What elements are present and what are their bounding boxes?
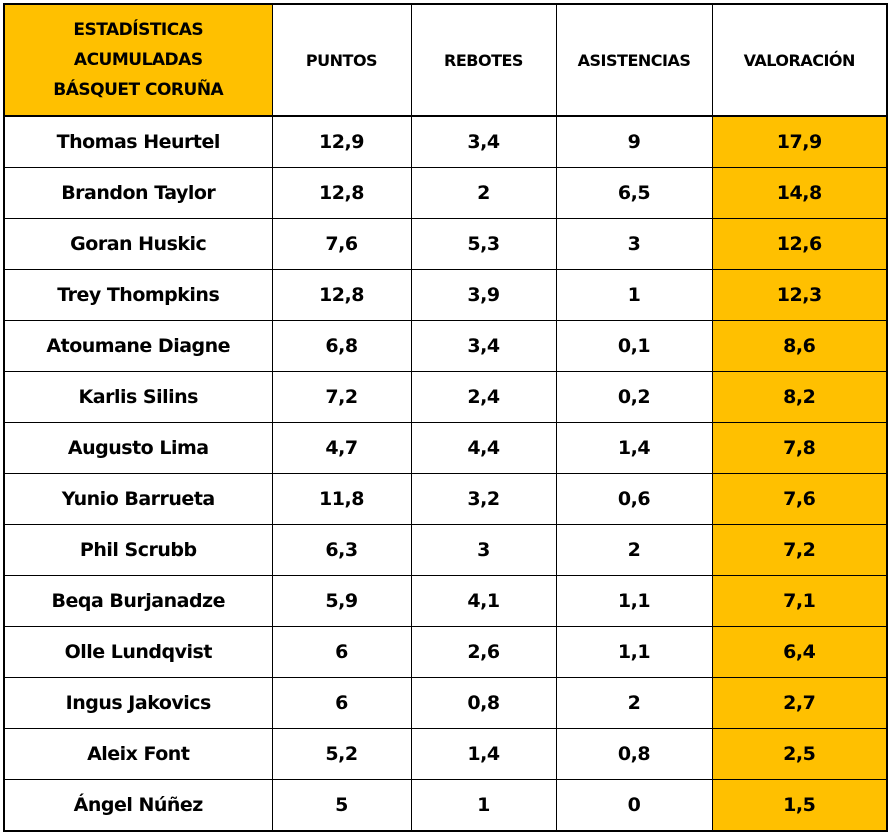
column-header-valoracion: VALORACIÓN — [711, 3, 888, 117]
player-name-cell: Beqa Burjanadze — [3, 575, 273, 627]
column-header-asistencias: ASISTENCIAS — [555, 3, 713, 117]
asistencias-cell: 2 — [555, 677, 713, 729]
rebotes-cell: 2,6 — [410, 626, 557, 678]
puntos-cell: 6,8 — [271, 320, 412, 372]
rebotes-cell: 3,4 — [410, 115, 557, 168]
valoracion-cell: 7,6 — [711, 473, 888, 525]
asistencias-cell: 1,1 — [555, 575, 713, 627]
player-name-cell: Trey Thompkins — [3, 269, 273, 321]
valoracion-cell: 7,2 — [711, 524, 888, 576]
asistencias-cell: 0 — [555, 779, 713, 832]
table-row: Atoumane Diagne 6,8 3,4 0,1 8,6 — [3, 320, 888, 372]
puntos-cell: 11,8 — [271, 473, 412, 525]
table-title-line: ACUMULADAS — [73, 50, 203, 70]
valoracion-cell: 1,5 — [711, 779, 888, 832]
player-name-cell: Brandon Taylor — [3, 167, 273, 219]
puntos-cell: 6 — [271, 677, 412, 729]
puntos-cell: 6 — [271, 626, 412, 678]
player-name-cell: Thomas Heurtel — [3, 115, 273, 168]
puntos-cell: 7,2 — [271, 371, 412, 423]
player-name-cell: Yunio Barrueta — [3, 473, 273, 525]
column-header-rebotes: REBOTES — [410, 3, 557, 117]
rebotes-cell: 3,9 — [410, 269, 557, 321]
rebotes-cell: 3,4 — [410, 320, 557, 372]
valoracion-cell: 2,7 — [711, 677, 888, 729]
table-title-cell: ESTADÍSTICAS ACUMULADAS BÁSQUET CORUÑA — [3, 3, 273, 117]
puntos-cell: 5 — [271, 779, 412, 832]
rebotes-cell: 2,4 — [410, 371, 557, 423]
asistencias-cell: 0,2 — [555, 371, 713, 423]
player-name-cell: Aleix Font — [3, 728, 273, 780]
table-row: Yunio Barrueta 11,8 3,2 0,6 7,6 — [3, 473, 888, 525]
puntos-cell: 4,7 — [271, 422, 412, 474]
puntos-cell: 5,9 — [271, 575, 412, 627]
table-row: Ingus Jakovics 6 0,8 2 2,7 — [3, 677, 888, 729]
table-row: Phil Scrubb 6,3 3 2 7,2 — [3, 524, 888, 576]
puntos-cell: 12,9 — [271, 115, 412, 168]
player-name-cell: Karlis Silins — [3, 371, 273, 423]
table-row: Aleix Font 5,2 1,4 0,8 2,5 — [3, 728, 888, 780]
rebotes-cell: 0,8 — [410, 677, 557, 729]
table-row: Ángel Núñez 5 1 0 1,5 — [3, 779, 888, 832]
rebotes-cell: 5,3 — [410, 218, 557, 270]
player-name-cell: Augusto Lima — [3, 422, 273, 474]
player-name-cell: Atoumane Diagne — [3, 320, 273, 372]
rebotes-cell: 2 — [410, 167, 557, 219]
table-body: Thomas Heurtel 12,9 3,4 9 17,9 Brandon Taylor… — [3, 115, 888, 832]
player-name-cell: Goran Huskic — [3, 218, 273, 270]
asistencias-cell: 0,1 — [555, 320, 713, 372]
table-row: Beqa Burjanadze 5,9 4,1 1,1 7,1 — [3, 575, 888, 627]
player-name-cell: Phil Scrubb — [3, 524, 273, 576]
valoracion-cell: 17,9 — [711, 115, 888, 168]
rebotes-cell: 1,4 — [410, 728, 557, 780]
valoracion-cell: 8,6 — [711, 320, 888, 372]
asistencias-cell: 6,5 — [555, 167, 713, 219]
table-row: Brandon Taylor 12,8 2 6,5 14,8 — [3, 167, 888, 219]
rebotes-cell: 4,4 — [410, 422, 557, 474]
puntos-cell: 12,8 — [271, 167, 412, 219]
table-row: Karlis Silins 7,2 2,4 0,2 8,2 — [3, 371, 888, 423]
puntos-cell: 12,8 — [271, 269, 412, 321]
asistencias-cell: 0,8 — [555, 728, 713, 780]
valoracion-cell: 12,3 — [711, 269, 888, 321]
column-header-puntos: PUNTOS — [271, 3, 412, 117]
rebotes-cell: 3,2 — [410, 473, 557, 525]
player-name-cell: Ingus Jakovics — [3, 677, 273, 729]
rebotes-cell: 4,1 — [410, 575, 557, 627]
table-row: Olle Lundqvist 6 2,6 1,1 6,4 — [3, 626, 888, 678]
asistencias-cell: 1,4 — [555, 422, 713, 474]
valoracion-cell: 7,1 — [711, 575, 888, 627]
table-row: Goran Huskic 7,6 5,3 3 12,6 — [3, 218, 888, 270]
puntos-cell: 7,6 — [271, 218, 412, 270]
player-name-cell: Olle Lundqvist — [3, 626, 273, 678]
puntos-cell: 6,3 — [271, 524, 412, 576]
table-header: ESTADÍSTICAS ACUMULADAS BÁSQUET CORUÑA P… — [3, 3, 888, 117]
stats-table: ESTADÍSTICAS ACUMULADAS BÁSQUET CORUÑA P… — [3, 3, 888, 832]
header-row: ESTADÍSTICAS ACUMULADAS BÁSQUET CORUÑA P… — [3, 3, 888, 117]
table-row: Trey Thompkins 12,8 3,9 1 12,3 — [3, 269, 888, 321]
table-row: Augusto Lima 4,7 4,4 1,4 7,8 — [3, 422, 888, 474]
valoracion-cell: 6,4 — [711, 626, 888, 678]
valoracion-cell: 7,8 — [711, 422, 888, 474]
valoracion-cell: 8,2 — [711, 371, 888, 423]
puntos-cell: 5,2 — [271, 728, 412, 780]
rebotes-cell: 1 — [410, 779, 557, 832]
player-name-cell: Ángel Núñez — [3, 779, 273, 832]
valoracion-cell: 14,8 — [711, 167, 888, 219]
asistencias-cell: 3 — [555, 218, 713, 270]
asistencias-cell: 1,1 — [555, 626, 713, 678]
table-title-line: BÁSQUET CORUÑA — [53, 80, 224, 100]
table-row: Thomas Heurtel 12,9 3,4 9 17,9 — [3, 115, 888, 168]
asistencias-cell: 1 — [555, 269, 713, 321]
valoracion-cell: 12,6 — [711, 218, 888, 270]
asistencias-cell: 9 — [555, 115, 713, 168]
asistencias-cell: 2 — [555, 524, 713, 576]
rebotes-cell: 3 — [410, 524, 557, 576]
table-title-line: ESTADÍSTICAS — [73, 20, 204, 40]
asistencias-cell: 0,6 — [555, 473, 713, 525]
valoracion-cell: 2,5 — [711, 728, 888, 780]
